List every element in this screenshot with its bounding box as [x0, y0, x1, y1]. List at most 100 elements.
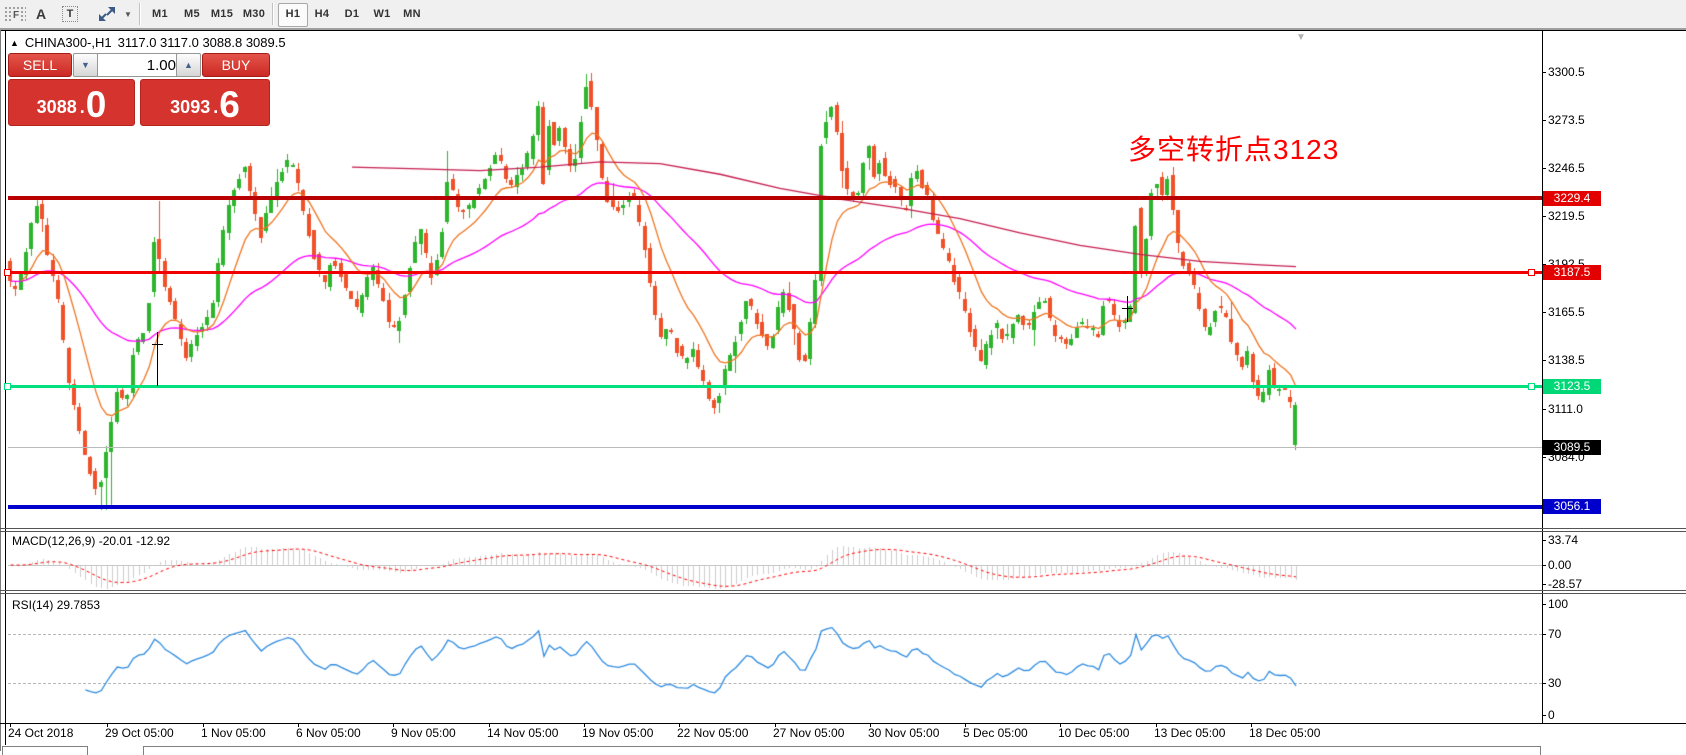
price-axis-line[interactable] — [1542, 31, 1543, 723]
price-tick-label: 3300.5 — [1548, 65, 1585, 79]
price-tick-mark — [1542, 120, 1546, 121]
current-price-line[interactable] — [8, 447, 1542, 448]
time-axis-label: 24 Oct 2018 — [8, 726, 74, 740]
price-tick-mark — [1542, 216, 1546, 217]
time-axis-label: 10 Dec 05:00 — [1058, 726, 1130, 740]
chart-text-annotation[interactable]: 多空转折点3123 — [1128, 134, 1340, 165]
indicator-window-icon[interactable]: F — [3, 4, 27, 24]
timeframe-button-M15[interactable]: M15 — [210, 8, 234, 20]
time-tick-mark — [1251, 723, 1252, 727]
timeframe-button-H4[interactable]: H4 — [314, 8, 330, 20]
time-axis-label: 22 Nov 05:00 — [677, 726, 749, 740]
price-tick-label: 3111.0 — [1548, 402, 1583, 416]
hline-handle[interactable] — [4, 269, 11, 276]
time-tick-mark — [775, 723, 776, 727]
rsi-tick-mark — [1542, 715, 1546, 716]
time-axis-label: 19 Nov 05:00 — [582, 726, 654, 740]
time-tick-mark — [107, 723, 108, 727]
time-axis-label: 13 Dec 05:00 — [1154, 726, 1226, 740]
rsi-splitter-top[interactable] — [0, 590, 1686, 591]
macd-splitter-bottom[interactable] — [0, 531, 1686, 532]
chart-title: ▲ CHINA300-,H1 3117.0 3117.0 3088.8 3089… — [10, 35, 286, 50]
symbol-period-label: CHINA300-,H1 — [24, 35, 112, 50]
time-tick-mark — [679, 723, 680, 727]
toolbar-separator — [272, 3, 274, 25]
price-tick-label: 3165.5 — [1548, 305, 1585, 319]
rsi-tick-mark — [1542, 604, 1546, 605]
text-box-tool-icon[interactable]: T — [58, 4, 82, 24]
rsi-splitter-bottom[interactable] — [0, 593, 1686, 594]
rsi-axis-label: 0 — [1548, 708, 1555, 722]
time-tick-mark — [965, 723, 966, 727]
volume-input[interactable] — [97, 53, 183, 77]
toolbar-separator — [139, 3, 141, 25]
arrow-dropdown-caret-icon[interactable]: ▼ — [124, 9, 132, 19]
buy-price-box[interactable]: 3093 . 6 — [140, 79, 270, 126]
timeframe-button-M30[interactable]: M30 — [242, 8, 266, 20]
timeframe-button-W1[interactable]: W1 — [373, 8, 391, 20]
rsi-tick-mark — [1542, 683, 1546, 684]
price-tick-label: 3246.5 — [1548, 161, 1585, 175]
price-badge-3056.1: 3056.1 — [1543, 499, 1601, 514]
price-badge-3229.4: 3229.4 — [1543, 191, 1601, 206]
sell-price-main: 3088 — [36, 97, 77, 117]
macd-splitter-top[interactable] — [0, 528, 1686, 529]
top-toolbar: F A T ▼ M1 M5 M15 M30 H1 H4 D1 W1 MN — [0, 0, 1686, 30]
horizontal-line-3229.4[interactable] — [8, 196, 1542, 200]
time-tick-mark — [298, 723, 299, 727]
timeframe-button-MN[interactable]: MN — [403, 8, 421, 20]
horizontal-line-3123.5[interactable] — [8, 385, 1542, 388]
horizontal-line-3187.5[interactable] — [8, 271, 1542, 274]
time-axis-line[interactable] — [0, 723, 1686, 724]
price-tick-mark — [1542, 264, 1546, 265]
time-tick-mark — [1156, 723, 1157, 727]
quick-nav-arrow-icon[interactable]: ▼ — [1296, 32, 1306, 43]
timeframe-button-M5[interactable]: M5 — [184, 8, 200, 20]
timeframe-button-H1[interactable]: H1 — [278, 3, 308, 27]
price-tick-mark — [1542, 312, 1546, 313]
time-axis-label: 14 Nov 05:00 — [487, 726, 559, 740]
window-left-edge — [0, 30, 1, 751]
rsi-axis-label: 100 — [1548, 597, 1569, 611]
price-tick-mark — [1542, 409, 1546, 410]
volume-decrease-button[interactable]: ▼ — [73, 53, 98, 77]
price-badge-3123.5: 3123.5 — [1543, 379, 1601, 394]
horizontal-line-3056.1[interactable] — [8, 505, 1542, 509]
rsi-indicator-label: RSI(14) 29.7853 — [12, 598, 101, 612]
t-glyph: T — [61, 6, 79, 22]
rsi-axis-label: 70 — [1548, 627, 1562, 641]
ohlc-values: 3117.0 3117.0 3088.8 3089.5 — [117, 35, 286, 50]
time-axis-label: 5 Dec 05:00 — [963, 726, 1028, 740]
volume-increase-button[interactable]: ▲ — [176, 53, 201, 77]
hline-handle[interactable] — [1528, 269, 1535, 276]
time-axis-label: 9 Nov 05:00 — [391, 726, 456, 740]
price-tick-mark — [1542, 168, 1546, 169]
chart-top-border — [0, 30, 1686, 31]
time-axis-label: 1 Nov 05:00 — [201, 726, 266, 740]
sell-button[interactable]: SELL — [8, 53, 72, 77]
timeframe-button-D1[interactable]: D1 — [344, 8, 360, 20]
buy-button[interactable]: BUY — [202, 53, 270, 77]
hline-handle[interactable] — [4, 383, 11, 390]
double-arrow-glyph — [99, 7, 115, 21]
macd-axis-label: 33.74 — [1548, 533, 1579, 547]
macd-axis-label: 0.00 — [1548, 558, 1572, 572]
macd-tick-mark — [1542, 584, 1546, 585]
macd-indicator-label: MACD(12,26,9) -20.01 -12.92 — [12, 534, 171, 548]
arrow-objects-icon[interactable] — [94, 4, 120, 24]
text-label-tool-icon[interactable]: A — [35, 6, 47, 22]
price-badge-3187.5: 3187.5 — [1543, 265, 1601, 280]
collapse-arrow-icon[interactable]: ▲ — [10, 37, 19, 48]
rsi-axis-label: 30 — [1548, 676, 1562, 690]
price-tick-mark — [1542, 72, 1546, 73]
time-tick-mark — [489, 723, 490, 727]
hline-handle[interactable] — [1528, 383, 1535, 390]
timeframe-button-M1[interactable]: M1 — [152, 8, 168, 20]
rsi-tick-mark — [1542, 634, 1546, 635]
price-tick-label: 3219.5 — [1548, 209, 1585, 223]
macd-tick-mark — [1542, 565, 1546, 566]
price-tick-mark — [1542, 457, 1546, 458]
time-tick-mark — [870, 723, 871, 727]
sell-price-box[interactable]: 3088 . 0 — [8, 79, 135, 126]
